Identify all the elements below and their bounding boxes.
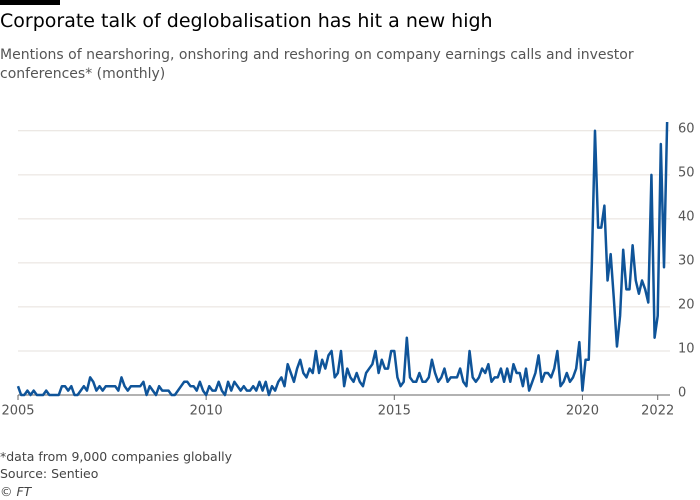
x-tick-label: 2022	[641, 404, 674, 419]
chart-subtitle: Mentions of nearshoring, onshoring and r…	[0, 47, 634, 82]
y-tick-label: 10	[678, 341, 695, 356]
line	[16, 121, 669, 397]
y-tick-label: 50	[678, 165, 695, 180]
y-tick-label: 60	[678, 121, 695, 136]
x-tick-label: 2005	[1, 404, 34, 419]
source: Source: Sentieo	[0, 466, 99, 481]
credit: © FT	[0, 484, 32, 499]
y-tick-label: 30	[678, 253, 695, 268]
note: *data from 9,000 companies globally	[0, 449, 233, 464]
x-tick-label: 2015	[378, 404, 411, 419]
chart-title: Corporate talk of deglobalisation has hi…	[0, 10, 493, 32]
x-tick-label: 2020	[566, 404, 599, 419]
x-tick-label: 2010	[190, 404, 223, 419]
brand-bar	[0, 0, 60, 5]
y-tick-label: 0	[678, 386, 686, 401]
y-tick-label: 40	[678, 209, 695, 224]
y-tick-label: 20	[678, 297, 695, 312]
